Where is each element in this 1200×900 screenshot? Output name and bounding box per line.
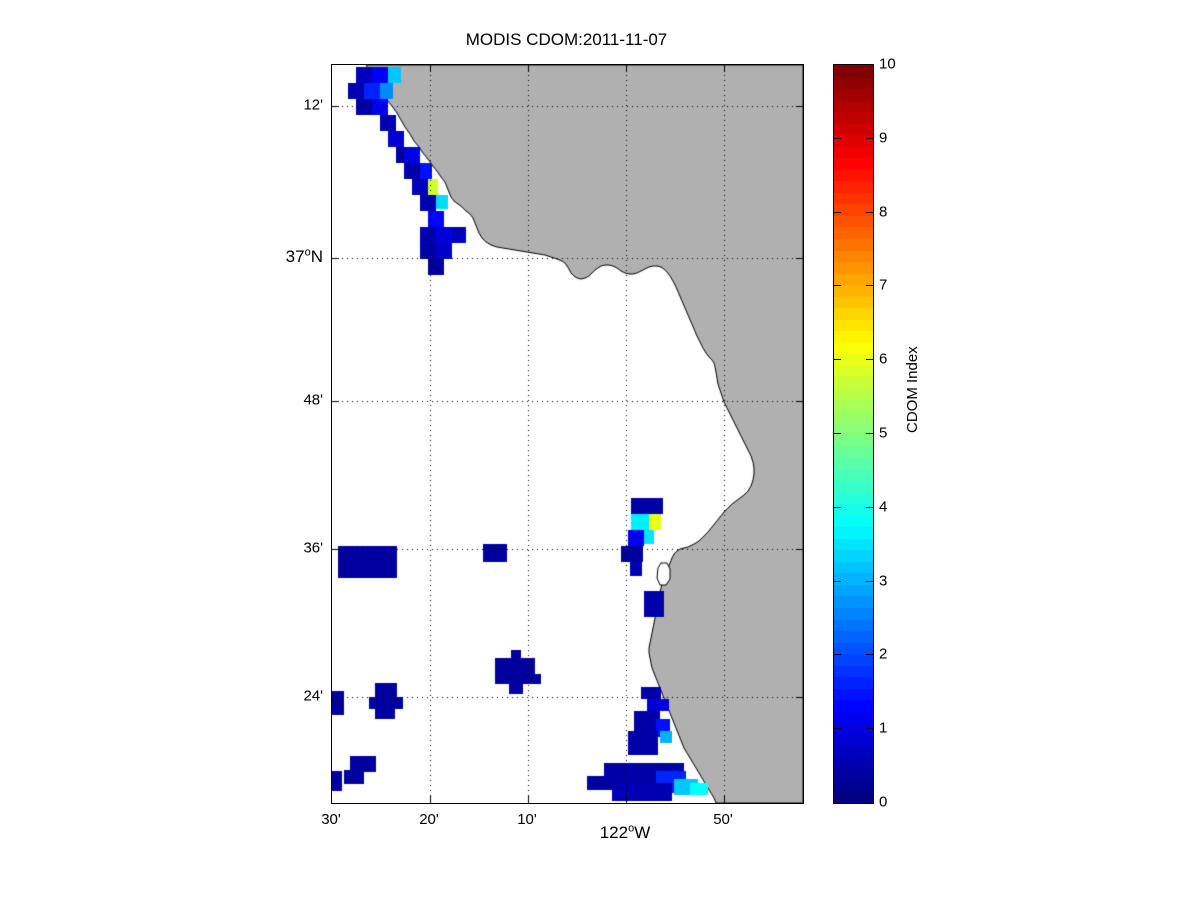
colorbar-tick-left-8: [833, 211, 841, 213]
colorbar-tick-right-9: [866, 137, 874, 139]
colorbar-gradient-canvas: [834, 65, 873, 803]
colorbar-axis-label: CDOM Index: [904, 346, 921, 433]
chart-title: MODIS CDOM:2011-11-07: [465, 30, 668, 49]
ytick-label-37N: 37oN: [268, 247, 323, 267]
colorbar-label-3: 3: [879, 572, 888, 590]
ytick-label-24: 24': [303, 687, 323, 705]
colorbar-tick-right-7: [866, 285, 874, 287]
degree-symbol-icon: o: [304, 246, 311, 259]
map-plot-area[interactable]: [331, 64, 804, 804]
colorbar-label-1: 1: [879, 719, 888, 737]
colorbar-tick-left-1: [833, 728, 841, 730]
colorbar[interactable]: [833, 64, 874, 804]
colorbar-tick-left-4: [833, 506, 841, 508]
xaxis-label-122W: 122oW: [600, 823, 651, 843]
colorbar-tick-left-9: [833, 137, 841, 139]
xtick-label-30: 30': [321, 811, 341, 828]
ytick-label-48: 48': [303, 391, 323, 409]
colorbar-label-2: 2: [879, 645, 888, 663]
colorbar-tick-left-5: [833, 433, 841, 434]
colorbar-label-5: 5: [879, 424, 888, 442]
colorbar-label-7: 7: [879, 276, 888, 294]
ytick-label-36: 36': [303, 539, 323, 557]
colorbar-label-0: 0: [879, 793, 888, 811]
colorbar-tick-right-3: [866, 580, 874, 582]
colorbar-tick-right-8: [866, 211, 874, 213]
xtick-122w-text: 122: [599, 823, 629, 842]
ytick-37n-text: 37: [285, 247, 305, 266]
colorbar-label-9: 9: [879, 129, 888, 147]
degree-symbol-icon: o: [628, 822, 635, 835]
colorbar-tick-right-2: [866, 654, 874, 656]
colorbar-tick-left-6: [833, 359, 841, 361]
colorbar-tick-right-1: [866, 728, 874, 730]
xtick-122w-hemi: W: [634, 823, 651, 842]
colorbar-label-10: 10: [879, 55, 896, 73]
map-raster-canvas: [332, 65, 803, 803]
colorbar-label-8: 8: [879, 203, 888, 221]
colorbar-tick-right-4: [866, 506, 874, 508]
colorbar-label-4: 4: [879, 498, 888, 516]
colorbar-tick-left-7: [833, 285, 841, 287]
colorbar-tick-right-5: [866, 433, 874, 434]
colorbar-tick-right-6: [866, 359, 874, 361]
ytick-37n-hemi: N: [310, 247, 323, 266]
xtick-label-20: 20': [419, 811, 439, 828]
xtick-label-50: 50': [713, 811, 733, 828]
xtick-label-10: 10': [517, 811, 537, 828]
colorbar-tick-left-2: [833, 654, 841, 656]
colorbar-tick-left-3: [833, 580, 841, 582]
ytick-label-12: 12': [303, 96, 323, 114]
colorbar-label-6: 6: [879, 350, 888, 368]
